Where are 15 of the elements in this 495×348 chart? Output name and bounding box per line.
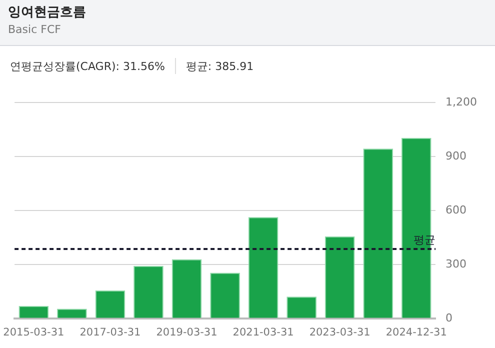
text: 평균: 385.91 <box>186 58 254 74</box>
x-tick-label: 2024-12-31 <box>386 326 447 338</box>
y-tick-label: 600 <box>446 203 467 216</box>
y-tick-label: 300 <box>446 257 467 270</box>
y-tick-label: 1,200 <box>446 95 478 108</box>
x-tick-label: 2021-03-31 <box>232 326 294 338</box>
x-tick-label: 2023-03-31 <box>309 326 370 338</box>
x-tick-label: 2019-03-31 <box>156 326 218 338</box>
x-tick-label: 2015-03-31 <box>3 326 64 338</box>
chart-subtitle: Basic FCF <box>8 22 62 38</box>
chart-title: 잉여현금흐름 <box>8 4 87 22</box>
text: 연평균성장률(CAGR): 31.56% <box>10 58 165 74</box>
x-tick-label: 2017-03-31 <box>80 326 141 338</box>
y-tick-label: 900 <box>446 149 467 162</box>
y-tick-label: 0 <box>446 311 453 324</box>
